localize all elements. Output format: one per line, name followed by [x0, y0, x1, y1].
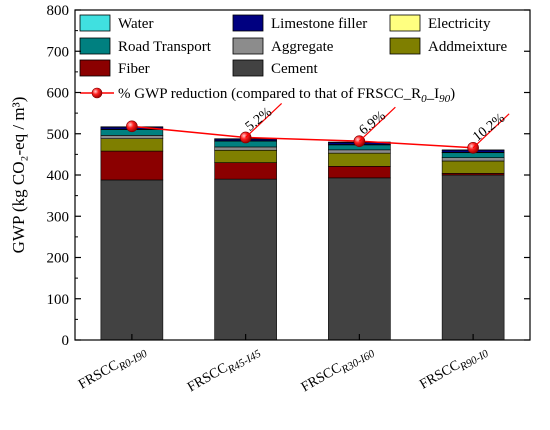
bar-segment-addmeixture — [100, 138, 164, 152]
x-tick-label: FRSCCR45-I45 — [185, 342, 263, 398]
y-tick-label: 700 — [47, 44, 70, 60]
legend-swatch — [79, 37, 111, 55]
legend-swatch — [79, 59, 111, 77]
legend-label: Limestone filler — [271, 16, 367, 32]
y-tick-label: 600 — [47, 86, 70, 102]
x-ticks: FRSCCR0-I90 FRSCCR45-I45 FRSCCR30-I60 FRSCC… — [76, 334, 491, 398]
y-axis-label: GWP (kg CO₂-eq / m³) — [9, 97, 28, 254]
y-tick-label: 300 — [47, 209, 70, 225]
legend-label: Road Transport — [118, 39, 212, 55]
legend-line-marker — [91, 87, 103, 99]
reduction-line: 5.2% 6.9% 10.2% — [126, 103, 510, 154]
bar-segment-cement — [214, 178, 277, 341]
x-tick-label: FRSCCR0-I90 — [76, 342, 150, 395]
annotation-leader — [245, 103, 283, 138]
reduction-point — [126, 120, 138, 133]
y-tick-label: 400 — [47, 168, 70, 184]
annotation-leader — [472, 113, 510, 149]
bar-segment-cement — [328, 177, 391, 341]
bar-segment-addmeixture — [328, 152, 391, 167]
legend-swatch — [232, 37, 264, 55]
legend: Water Limestone filler Electricity Road Tra… — [79, 14, 507, 105]
bars — [100, 126, 505, 341]
legend-line-label: % GWP reduction (compared to that of FRS… — [118, 86, 455, 105]
reduction-label: 6.9% — [357, 108, 389, 138]
x-tick-label: FRSCCR90-I0 — [417, 342, 491, 395]
bar-segment-fiber — [100, 150, 164, 181]
legend-swatch — [232, 59, 264, 77]
bar-segment-aggregate — [100, 135, 164, 139]
y-tick-label: 0 — [62, 333, 70, 349]
legend-label: Cement — [271, 61, 318, 77]
bar-segment-aggregate — [328, 149, 391, 154]
legend-swatch — [232, 14, 264, 32]
bar-segment-cement — [441, 174, 505, 341]
legend-swatch — [389, 37, 421, 55]
bar-segment-aggregate — [214, 146, 277, 151]
legend-label: Electricity — [428, 16, 491, 32]
legend-label: Fiber — [118, 61, 150, 77]
reduction-label: 5.2% — [243, 105, 275, 135]
bar-segment-cement — [100, 179, 164, 341]
reduction-label: 10.2% — [470, 111, 508, 145]
bar-segment-addmeixture — [214, 149, 277, 163]
reduction-line-path — [131, 125, 474, 149]
legend-swatch — [79, 14, 111, 32]
legend-swatch — [389, 14, 421, 32]
bar-segment-addmeixture — [441, 160, 505, 174]
x-tick-label: FRSCCR30-I60 — [299, 342, 377, 398]
y-tick-label: 200 — [47, 251, 70, 267]
legend-label: Water — [118, 16, 153, 32]
y-tick-label: 100 — [47, 292, 70, 308]
y-tick-label: 800 — [47, 3, 70, 19]
y-ticks: 0 100 200 300 400 500 600 700 800 — [47, 3, 530, 349]
y-tick-label: 500 — [47, 127, 70, 143]
legend-label: Addmeixture — [428, 39, 507, 55]
bar-segment-aggregate — [441, 157, 505, 162]
legend-label: Aggregate — [271, 39, 334, 55]
bar-segment-fiber — [214, 162, 277, 180]
annotation-leader — [358, 106, 396, 142]
bar-segment-fiber — [328, 166, 391, 179]
